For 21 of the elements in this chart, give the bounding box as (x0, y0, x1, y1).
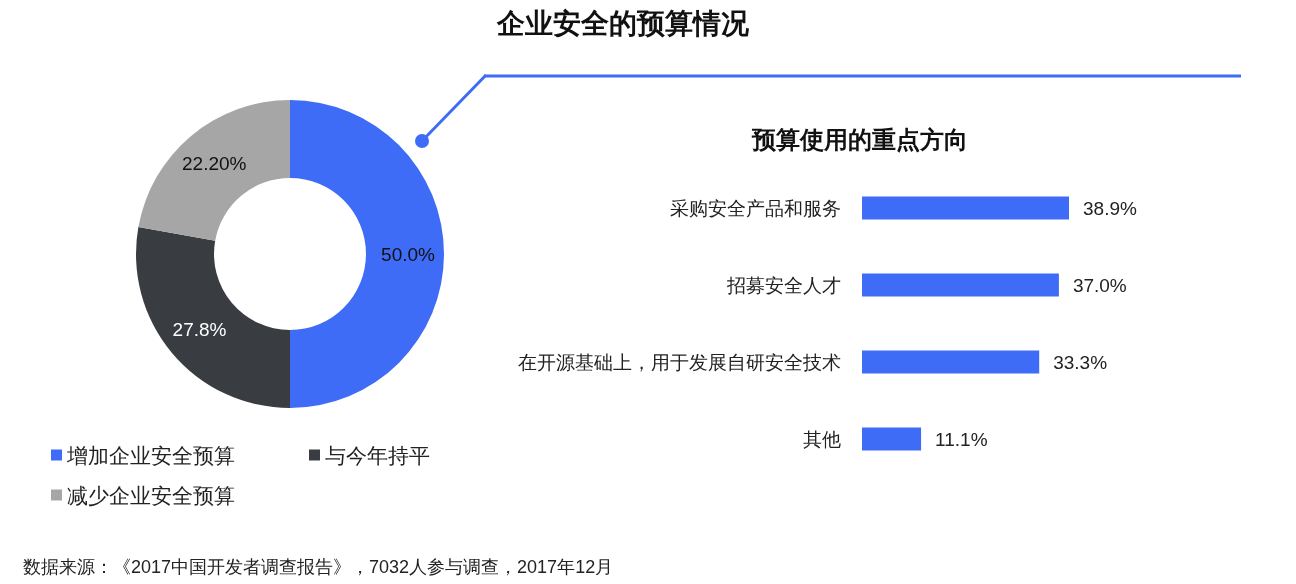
data-label: 11.1% (935, 428, 988, 450)
legend-label: 减少企业安全预算 (67, 483, 235, 507)
bar (862, 196, 1069, 220)
data-label: 22.20% (181, 153, 247, 175)
legend-label: 与今年持平 (325, 443, 430, 467)
bar (862, 273, 1059, 297)
y-tick-label: 在开源基础上，用于发展自研安全技术 (518, 351, 841, 373)
chart-title: 预算使用的重点方向 (751, 125, 968, 153)
text: 企业安全的预算情况 (496, 7, 750, 39)
bar (862, 427, 922, 451)
data-label: 38.9% (1083, 197, 1137, 219)
bar (862, 350, 1040, 374)
data-label: 27.8% (172, 319, 227, 341)
data-label: 37.0% (1072, 274, 1127, 296)
data-label: 33.3% (1053, 351, 1108, 373)
y-tick-label: 其他 (803, 428, 841, 450)
y-tick-label: 采购安全产品和服务 (670, 197, 841, 219)
y-tick-label: 招募安全人才 (726, 274, 841, 296)
data-label: 50.0% (381, 243, 436, 265)
source-note: 数据来源：《2017中国开发者调查报告》，7032人参与调查，2017年12月 (23, 557, 614, 577)
legend-label: 增加企业安全预算 (66, 443, 235, 467)
